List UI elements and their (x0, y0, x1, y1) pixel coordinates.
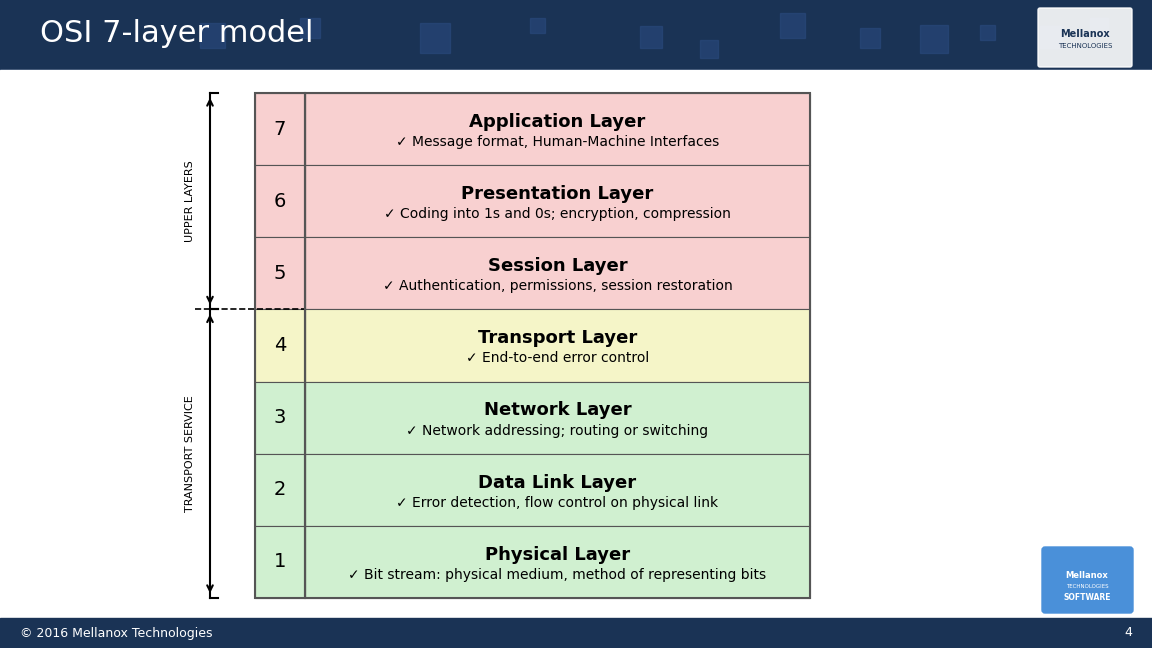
Bar (641, 26, 662, 48)
Text: 7: 7 (274, 120, 286, 139)
Text: 6: 6 (274, 192, 286, 211)
Text: UPPER LAYERS: UPPER LAYERS (185, 160, 195, 242)
Text: 4: 4 (1124, 627, 1132, 640)
Text: 3: 3 (274, 408, 286, 427)
Text: Mellanox: Mellanox (1060, 29, 1109, 39)
Bar (255, 165, 305, 237)
Text: TECHNOLOGIES: TECHNOLOGIES (1066, 583, 1108, 588)
Bar (255, 310, 305, 382)
Bar (1040, 26, 1062, 48)
Bar (305, 165, 810, 237)
Bar (980, 25, 995, 40)
Bar (200, 23, 225, 48)
Bar (0, 618, 1152, 648)
Text: Presentation Layer: Presentation Layer (461, 185, 653, 203)
Bar (0, 0, 1152, 68)
Bar (420, 23, 450, 53)
Bar (920, 25, 948, 53)
Bar (305, 526, 810, 598)
Text: Application Layer: Application Layer (469, 113, 645, 131)
Bar (255, 237, 305, 310)
Text: ✓ Error detection, flow control on physical link: ✓ Error detection, flow control on physi… (396, 496, 719, 510)
Text: Mellanox: Mellanox (1066, 572, 1108, 581)
Bar (255, 93, 305, 598)
Bar (305, 93, 810, 598)
FancyBboxPatch shape (1038, 8, 1132, 67)
Bar (0, 70, 1152, 618)
Text: Data Link Layer: Data Link Layer (478, 474, 637, 492)
Text: 5: 5 (274, 264, 286, 283)
Text: ✓ Authentication, permissions, session restoration: ✓ Authentication, permissions, session r… (382, 279, 733, 294)
Text: Transport Layer: Transport Layer (478, 329, 637, 347)
Bar (700, 40, 718, 58)
Bar (305, 310, 810, 382)
Bar (305, 454, 810, 526)
Bar (255, 454, 305, 526)
Text: 2: 2 (274, 480, 286, 500)
Bar (530, 18, 545, 33)
Bar (305, 237, 810, 310)
Text: ✓ End-to-end error control: ✓ End-to-end error control (465, 351, 649, 365)
Bar (300, 18, 320, 38)
Text: TRANSPORT SERVICE: TRANSPORT SERVICE (185, 395, 195, 512)
Bar (305, 382, 810, 454)
Text: © 2016 Mellanox Technologies: © 2016 Mellanox Technologies (20, 627, 212, 640)
Text: OSI 7-layer model: OSI 7-layer model (40, 19, 313, 49)
Text: Physical Layer: Physical Layer (485, 546, 630, 564)
Bar (305, 93, 810, 165)
Bar (780, 13, 805, 38)
Text: ✓ Message format, Human-Machine Interfaces: ✓ Message format, Human-Machine Interfac… (396, 135, 719, 149)
FancyBboxPatch shape (1043, 547, 1134, 613)
Text: 4: 4 (274, 336, 286, 355)
Bar (255, 382, 305, 454)
Text: 1: 1 (274, 553, 286, 572)
Bar (861, 28, 880, 48)
Bar (255, 93, 305, 165)
Text: ✓ Bit stream: physical medium, method of representing bits: ✓ Bit stream: physical medium, method of… (348, 568, 766, 582)
Text: Network Layer: Network Layer (484, 401, 631, 419)
Bar (255, 526, 305, 598)
Text: ✓ Coding into 1s and 0s; encryption, compression: ✓ Coding into 1s and 0s; encryption, com… (384, 207, 730, 221)
Bar (1090, 18, 1108, 36)
Text: Session Layer: Session Layer (487, 257, 628, 275)
Text: TECHNOLOGIES: TECHNOLOGIES (1058, 43, 1112, 49)
Text: SOFTWARE: SOFTWARE (1063, 594, 1111, 603)
Text: ✓ Network addressing; routing or switching: ✓ Network addressing; routing or switchi… (407, 424, 708, 437)
